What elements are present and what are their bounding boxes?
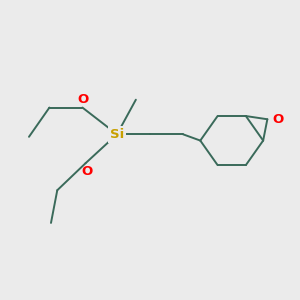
Text: O: O: [81, 165, 92, 178]
Text: O: O: [272, 113, 283, 126]
Text: O: O: [78, 93, 89, 106]
Text: Si: Si: [110, 128, 124, 141]
